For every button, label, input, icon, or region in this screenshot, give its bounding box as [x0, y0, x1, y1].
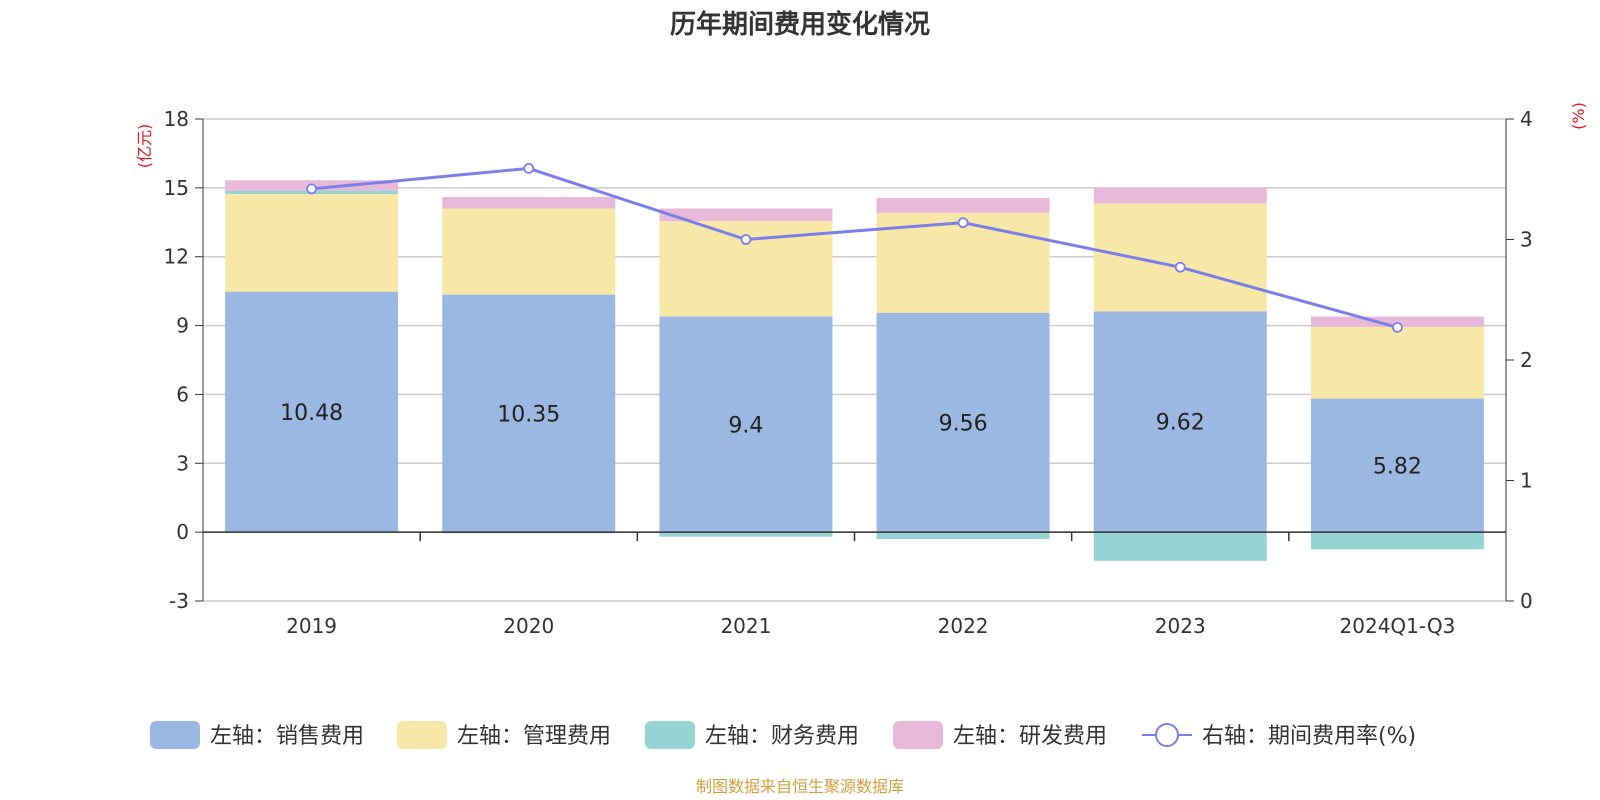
right-tick-label: 1 — [1520, 469, 1533, 493]
legend: 左轴：销售费用 左轴：管理费用 左轴：财务费用 左轴：研发费用 右轴：期间费用率(%) — [150, 721, 1416, 749]
right-axis-unit: (%) — [1569, 102, 1588, 130]
line-point — [1174, 261, 1186, 273]
bar-data-label: 9.56 — [939, 411, 988, 436]
chart-title: 历年期间费用变化情况 — [670, 9, 930, 40]
bar-segment — [1310, 316, 1484, 327]
right-tick-label: 2 — [1520, 348, 1533, 372]
legend-swatch — [645, 721, 695, 749]
bar-data-label: 5.82 — [1373, 454, 1422, 479]
bar-segment — [659, 208, 833, 222]
gridlines — [203, 118, 1506, 602]
bar-data-label: 9.62 — [1156, 411, 1205, 436]
bar-series — [225, 180, 1484, 561]
expense-rate-line — [311, 166, 1398, 329]
line-series — [306, 163, 1403, 333]
bar-segment — [876, 312, 1050, 533]
left-tick-label: 6 — [176, 382, 189, 406]
legend-label: 左轴：管理费用 — [457, 724, 611, 749]
line-point — [1392, 322, 1403, 333]
source-note: 制图数据来自恒生聚源数据库 — [696, 777, 904, 796]
bar-segment — [1310, 326, 1484, 399]
legend-label: 左轴：销售费用 — [210, 724, 364, 749]
x-tick-label: 2020 — [503, 614, 554, 638]
bar-segment — [876, 197, 1050, 213]
left-tick-label: 3 — [176, 451, 189, 475]
line-point — [740, 234, 752, 245]
right-tick-label: 0 — [1520, 589, 1533, 613]
right-tick-label: 3 — [1520, 228, 1533, 252]
bar-data-label: 9.4 — [728, 413, 763, 438]
bar-segment — [1093, 532, 1267, 561]
legend-label: 右轴：期间费用率(%) — [1202, 724, 1416, 749]
bar-segment — [1093, 187, 1267, 204]
bar-segment — [442, 294, 616, 533]
left-tick-label: 12 — [164, 245, 189, 269]
legend-line-marker — [1155, 723, 1179, 747]
right-tick-label: 4 — [1520, 107, 1533, 131]
line-point — [523, 163, 535, 174]
bar-segment — [442, 208, 616, 295]
left-tick-label: 0 — [176, 520, 189, 544]
bar-segment — [1310, 532, 1484, 550]
left-tick-label: -3 — [169, 589, 189, 613]
bar-segment — [442, 197, 616, 209]
x-tick-label: 2023 — [1155, 614, 1206, 638]
bar-segment — [225, 194, 399, 292]
bar-segment — [1093, 203, 1267, 312]
bar-segment — [1310, 398, 1484, 533]
x-tick-label: 2019 — [286, 614, 337, 638]
legend-swatch — [893, 721, 943, 749]
line-point — [306, 183, 317, 195]
bar-segment — [225, 291, 399, 533]
bar-data-label: 10.35 — [497, 402, 560, 427]
x-tick-label: 2022 — [938, 614, 989, 638]
legend-label: 左轴：财务费用 — [705, 724, 859, 749]
bar-segment — [1093, 311, 1267, 533]
x-tick-label: 2024Q1-Q3 — [1340, 614, 1456, 638]
bar-segment — [876, 532, 1050, 540]
bar-data-label: 10.48 — [280, 401, 343, 426]
legend-label: 左轴：研发费用 — [953, 724, 1107, 749]
left-axis-unit: (亿元) — [135, 124, 154, 169]
bar-segment — [659, 532, 833, 537]
left-tick-label: 18 — [164, 107, 189, 131]
bar-segment — [876, 212, 1050, 313]
left-tick-label: 15 — [164, 176, 189, 200]
x-tick-label: 2021 — [720, 614, 771, 638]
legend-swatch — [397, 721, 447, 749]
bar-segment — [659, 316, 833, 533]
line-point — [957, 217, 969, 229]
left-tick-label: 9 — [176, 314, 189, 338]
legend-swatch — [150, 721, 200, 749]
data-labels: 10.48 10.35 9.4 9.56 9.62 5.82 — [280, 401, 1422, 479]
